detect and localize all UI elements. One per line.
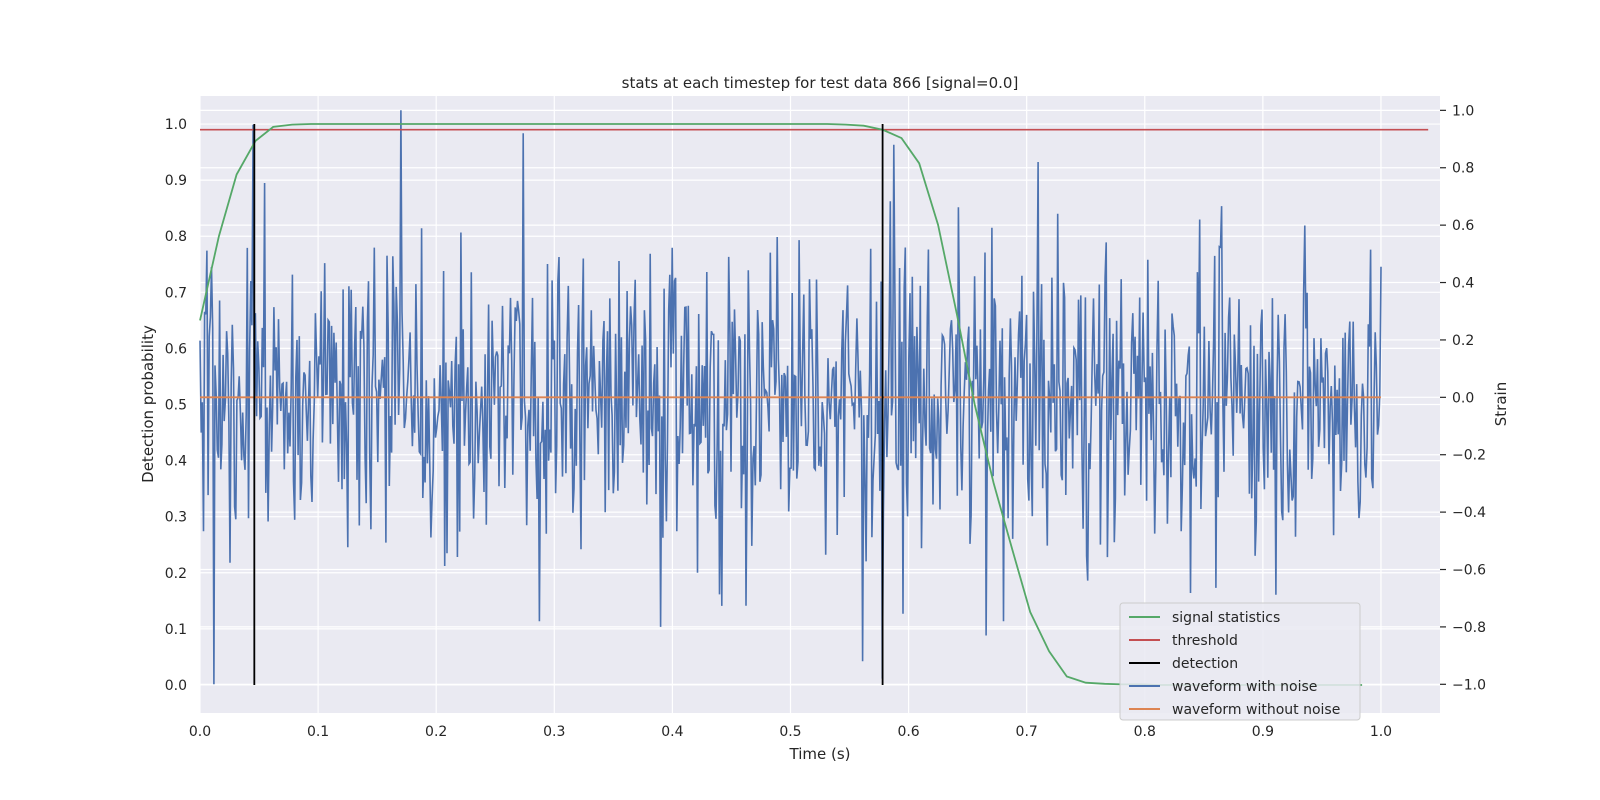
x-tick-label: 0.4 <box>661 724 683 740</box>
y-right-tick-label: −0.2 <box>1452 448 1486 464</box>
y-tick-label: 0.9 <box>165 173 187 189</box>
x-tick-label: 0.5 <box>779 724 801 740</box>
y-right-tick-label: 0.4 <box>1452 276 1474 292</box>
y-tick-label: 0.3 <box>165 510 187 526</box>
y-right-axis-label: Strain <box>1492 382 1510 426</box>
legend-label: threshold <box>1172 633 1238 649</box>
x-axis-label: Time (s) <box>789 745 851 763</box>
y-tick-label: 0.4 <box>165 454 187 470</box>
y-right-tick-label: 0.6 <box>1452 218 1474 234</box>
y-right-tick-label: −0.6 <box>1452 563 1486 579</box>
y-tick-label: 1.0 <box>165 117 187 133</box>
series-waveform-with-noise <box>199 110 1382 685</box>
y-right-tick-label: −0.4 <box>1452 505 1486 521</box>
y-tick-label: 0.7 <box>165 285 187 301</box>
x-tick-label: 0.8 <box>1134 724 1156 740</box>
y-right-tick-label: 0.8 <box>1452 161 1474 177</box>
legend-label: signal statistics <box>1172 610 1280 626</box>
y-right-tick-label: 0.0 <box>1452 390 1474 406</box>
series-layer <box>199 110 1429 686</box>
y-tick-label: 0.0 <box>165 678 187 694</box>
y-right-tick-label: −1.0 <box>1452 677 1486 693</box>
legend-label: detection <box>1172 656 1238 672</box>
x-tick-label: 0.6 <box>897 724 919 740</box>
y-right-tick-label: −0.8 <box>1452 620 1486 636</box>
legend-label: waveform with noise <box>1172 679 1317 695</box>
y-tick-label: 0.2 <box>165 566 187 582</box>
y-right-tick-label: 1.0 <box>1452 103 1474 119</box>
x-tick-label: 0.9 <box>1252 724 1274 740</box>
legend: signal statistics threshold detection wavef… <box>1119 602 1361 721</box>
legend-label: waveform without noise <box>1172 702 1340 718</box>
x-tick-labels: 0.0 0.1 0.2 0.3 0.4 0.5 0.6 0.7 0.8 0.9 1.0 <box>189 724 1392 740</box>
y-tick-label: 0.5 <box>165 398 187 414</box>
x-tick-label: 0.3 <box>543 724 565 740</box>
y-tick-label: 0.1 <box>165 622 187 638</box>
x-tick-label: 0.1 <box>307 724 329 740</box>
y-axis-label: Detection probability <box>139 325 157 483</box>
x-tick-label: 0.0 <box>189 724 211 740</box>
y-right-tick-labels: −1.0 −0.8 −0.6 −0.4 −0.2 0.0 0.2 0.4 0.6 0.8 1.0 <box>1440 103 1486 693</box>
y-tick-label: 0.6 <box>165 341 187 357</box>
legend-box <box>1119 602 1361 721</box>
x-tick-label: 0.7 <box>1016 724 1038 740</box>
x-tick-label: 0.2 <box>425 724 447 740</box>
y-tick-label: 0.8 <box>165 229 187 245</box>
y-tick-labels: 0.0 0.1 0.2 0.3 0.4 0.5 0.6 0.7 0.8 0.9 1.0 <box>165 117 187 694</box>
chart-title: stats at each timestep for test data 866… <box>622 74 1019 92</box>
y-right-tick-label: 0.2 <box>1452 333 1474 349</box>
x-tick-label: 1.0 <box>1370 724 1392 740</box>
